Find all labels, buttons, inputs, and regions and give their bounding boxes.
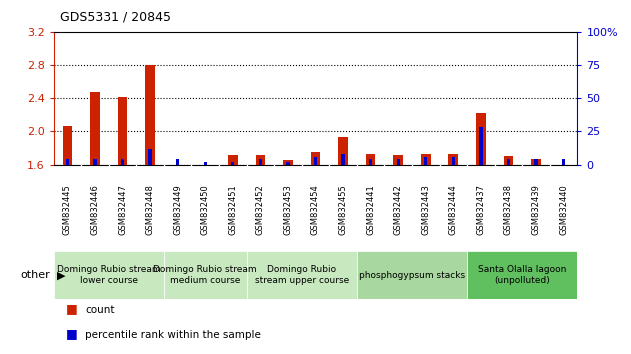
Text: count: count xyxy=(85,305,115,315)
Text: Domingo Rubio stream
medium course: Domingo Rubio stream medium course xyxy=(153,265,257,285)
Text: GSM832447: GSM832447 xyxy=(118,184,127,235)
Bar xyxy=(259,159,262,165)
Text: GSM832443: GSM832443 xyxy=(422,184,430,235)
Text: GSM832455: GSM832455 xyxy=(339,184,348,235)
Bar xyxy=(247,251,357,299)
Text: percentile rank within the sample: percentile rank within the sample xyxy=(85,330,261,340)
Bar xyxy=(118,97,127,165)
Bar xyxy=(145,65,155,165)
Text: phosphogypsum stacks: phosphogypsum stacks xyxy=(359,271,465,280)
Text: GSM832442: GSM832442 xyxy=(394,184,403,235)
Text: GSM832450: GSM832450 xyxy=(201,184,209,235)
Text: GSM832438: GSM832438 xyxy=(504,184,513,235)
Bar xyxy=(366,154,375,165)
Bar xyxy=(256,155,265,165)
Bar xyxy=(507,159,510,165)
Bar xyxy=(479,127,483,165)
Text: GSM832449: GSM832449 xyxy=(173,184,182,235)
Bar xyxy=(393,155,403,165)
Bar xyxy=(534,159,538,165)
Bar xyxy=(283,160,293,165)
Text: GDS5331 / 20845: GDS5331 / 20845 xyxy=(60,11,171,24)
Text: GSM832446: GSM832446 xyxy=(90,184,100,235)
Bar xyxy=(504,156,513,165)
Bar xyxy=(424,156,427,165)
Bar xyxy=(562,159,565,165)
Text: GSM832454: GSM832454 xyxy=(311,184,320,235)
Bar xyxy=(467,251,577,299)
Bar xyxy=(449,154,458,165)
Text: Domingo Rubio stream
lower course: Domingo Rubio stream lower course xyxy=(57,265,160,285)
Bar xyxy=(54,251,164,299)
Text: GSM832448: GSM832448 xyxy=(146,184,155,235)
Text: Domingo Rubio
stream upper course: Domingo Rubio stream upper course xyxy=(254,265,349,285)
Bar xyxy=(66,159,69,165)
Text: Santa Olalla lagoon
(unpolluted): Santa Olalla lagoon (unpolluted) xyxy=(478,265,567,285)
Bar xyxy=(121,159,124,165)
Text: GSM832451: GSM832451 xyxy=(228,184,237,235)
Text: GSM832452: GSM832452 xyxy=(256,184,265,235)
Bar xyxy=(357,251,467,299)
Text: GSM832440: GSM832440 xyxy=(559,184,568,235)
Bar xyxy=(176,159,179,165)
Bar xyxy=(452,156,455,165)
Bar xyxy=(341,154,345,165)
Bar xyxy=(531,159,541,165)
Text: GSM832444: GSM832444 xyxy=(449,184,458,235)
Text: ■: ■ xyxy=(66,302,78,315)
Text: GSM832439: GSM832439 xyxy=(531,184,541,235)
Bar xyxy=(286,162,290,165)
Text: other: other xyxy=(21,270,50,280)
Text: ▶: ▶ xyxy=(57,270,65,280)
Bar xyxy=(310,152,321,165)
Bar xyxy=(204,162,207,165)
Text: GSM832445: GSM832445 xyxy=(63,184,72,235)
Bar xyxy=(476,113,486,165)
Bar xyxy=(369,159,372,165)
Bar xyxy=(228,155,238,165)
Bar xyxy=(314,156,317,165)
Text: GSM832453: GSM832453 xyxy=(283,184,292,235)
Bar xyxy=(62,126,72,165)
Text: GSM832441: GSM832441 xyxy=(366,184,375,235)
Bar xyxy=(164,251,247,299)
Text: GSM832437: GSM832437 xyxy=(476,184,485,235)
Bar xyxy=(93,159,97,165)
Bar xyxy=(90,92,100,165)
Text: ■: ■ xyxy=(66,327,78,340)
Bar xyxy=(396,159,400,165)
Bar xyxy=(231,162,235,165)
Bar xyxy=(338,137,348,165)
Bar xyxy=(148,149,152,165)
Bar xyxy=(421,154,430,165)
